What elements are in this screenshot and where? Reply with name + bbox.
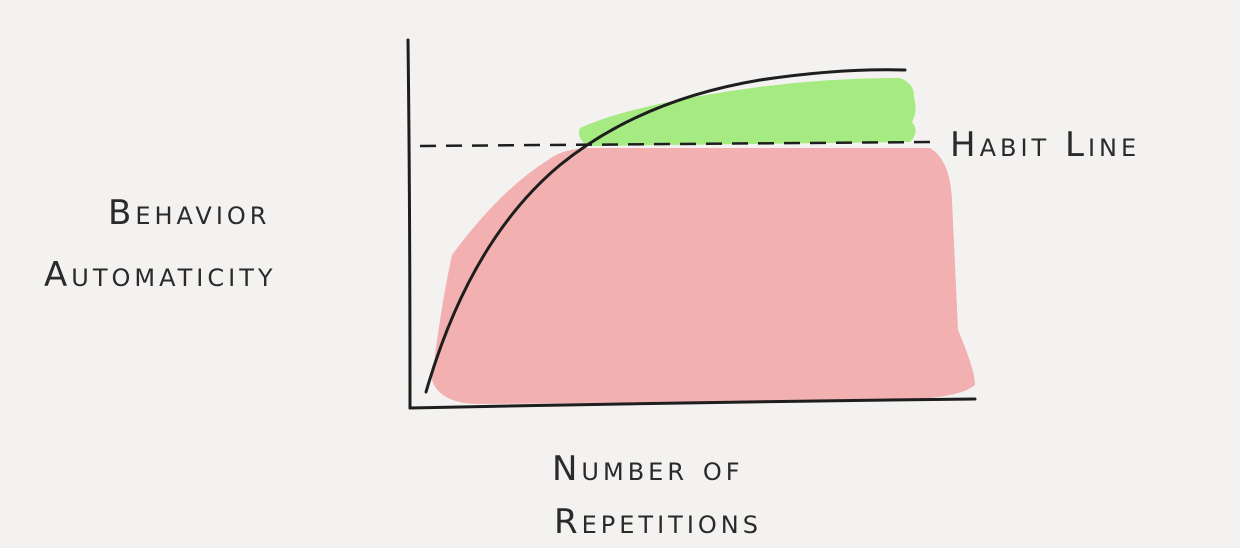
above-habit-region bbox=[579, 78, 916, 146]
x-axis-label-line2: Repetitions bbox=[554, 502, 762, 542]
below-habit-region bbox=[432, 148, 975, 404]
x-axis-label-line1: Number of bbox=[552, 449, 744, 489]
habit-line-label: Habit Line bbox=[950, 125, 1141, 165]
y-axis-label-line2: Automaticity bbox=[44, 255, 277, 295]
automaticity-curve bbox=[424, 68, 907, 394]
habit-line bbox=[419, 140, 931, 148]
x-axis bbox=[408, 397, 977, 410]
y-axis-label-line1: Behavior bbox=[108, 193, 271, 233]
y-axis bbox=[406, 38, 412, 410]
